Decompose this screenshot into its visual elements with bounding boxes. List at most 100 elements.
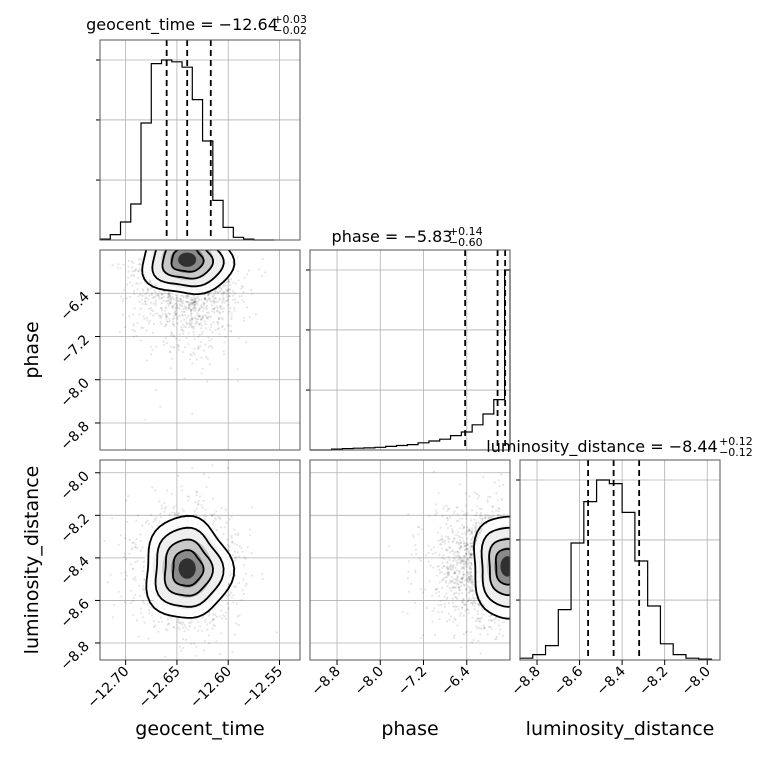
- sample-point: [206, 380, 209, 383]
- sample-point: [144, 591, 147, 594]
- x-tick-label: −6.4: [438, 663, 473, 698]
- sample-point: [453, 572, 456, 575]
- sample-point: [225, 288, 228, 291]
- sample-point: [459, 578, 462, 581]
- sample-point: [482, 624, 485, 627]
- sample-point: [445, 535, 448, 538]
- sample-point: [136, 282, 139, 285]
- sample-point: [463, 558, 466, 562]
- sample-point: [471, 616, 474, 619]
- sample-point: [453, 609, 456, 612]
- sample-point: [196, 314, 199, 317]
- sample-point: [470, 571, 473, 574]
- sample-point: [458, 572, 461, 575]
- sample-point: [477, 603, 480, 607]
- sample-point: [471, 594, 475, 597]
- sample-point: [184, 306, 187, 309]
- sample-point: [191, 301, 194, 304]
- sample-point: [236, 368, 239, 371]
- sample-point: [225, 292, 229, 295]
- sample-point: [441, 538, 444, 542]
- sample-point: [445, 504, 448, 507]
- sample-point: [435, 591, 438, 595]
- sample-point: [192, 330, 195, 333]
- sample-point: [469, 553, 472, 556]
- sample-point: [465, 579, 469, 582]
- sample-point: [214, 291, 217, 294]
- sample-point: [168, 320, 171, 323]
- sample-point: [205, 485, 208, 488]
- sample-point: [132, 335, 135, 338]
- sample-point: [451, 529, 454, 533]
- sample-point: [446, 549, 449, 552]
- sample-point: [167, 312, 170, 315]
- sample-point: [462, 573, 465, 576]
- sample-point: [150, 309, 153, 312]
- sample-point: [463, 573, 466, 576]
- sample-point: [151, 525, 154, 528]
- sample-point: [250, 552, 253, 555]
- sample-point: [142, 315, 145, 318]
- sample-point: [445, 548, 448, 551]
- sample-point: [137, 635, 140, 638]
- sample-point: [233, 292, 236, 295]
- sample-point: [462, 562, 465, 565]
- sample-point: [236, 551, 239, 554]
- sample-point: [452, 581, 455, 584]
- sample-point: [152, 323, 156, 326]
- sample-point: [192, 306, 195, 309]
- sample-point: [197, 299, 200, 302]
- sample-point: [190, 354, 193, 357]
- sample-point: [140, 326, 143, 329]
- sample-point: [472, 590, 475, 593]
- sample-point: [208, 642, 211, 645]
- sample-point: [194, 298, 197, 301]
- sample-point: [203, 297, 207, 300]
- sample-point: [437, 531, 440, 534]
- sample-point: [191, 362, 194, 365]
- sample-point: [173, 317, 176, 320]
- sample-point: [198, 323, 201, 326]
- sample-point: [220, 506, 223, 510]
- sample-point: [213, 293, 216, 296]
- sample-point: [428, 580, 431, 583]
- sample-point: [193, 626, 196, 630]
- sample-point: [449, 568, 452, 571]
- sample-point: [468, 578, 472, 581]
- sample-point: [211, 307, 214, 310]
- sample-point: [475, 511, 478, 514]
- sample-point: [200, 318, 203, 321]
- sample-point: [466, 607, 469, 611]
- sample-point: [182, 295, 185, 299]
- sample-point: [160, 504, 163, 507]
- sample-point: [452, 539, 455, 543]
- sample-point: [470, 590, 473, 593]
- sample-point: [444, 542, 447, 545]
- frames-layer: [95, 39, 721, 665]
- sample-point: [228, 287, 231, 290]
- sample-point: [199, 315, 202, 318]
- sample-point: [468, 495, 471, 498]
- sample-point: [208, 339, 211, 342]
- sample-point: [470, 581, 473, 584]
- sample-point: [459, 545, 462, 549]
- sample-point: [211, 627, 214, 630]
- sample-point: [153, 296, 156, 299]
- sample-point: [204, 508, 207, 511]
- sample-point: [158, 297, 161, 300]
- sample-point: [188, 304, 191, 307]
- sample-point: [448, 515, 452, 519]
- sample-point: [111, 517, 114, 520]
- sample-point: [461, 601, 465, 604]
- sample-point: [190, 308, 193, 311]
- sample-point: [210, 338, 213, 341]
- sample-point: [483, 627, 486, 630]
- sample-point: [179, 297, 182, 300]
- sample-point: [497, 479, 500, 482]
- sample-point: [182, 311, 185, 314]
- contour-line: [494, 548, 510, 586]
- sample-point: [237, 380, 240, 383]
- sample-point: [213, 307, 216, 310]
- sample-point: [154, 624, 157, 627]
- sample-point: [486, 501, 489, 504]
